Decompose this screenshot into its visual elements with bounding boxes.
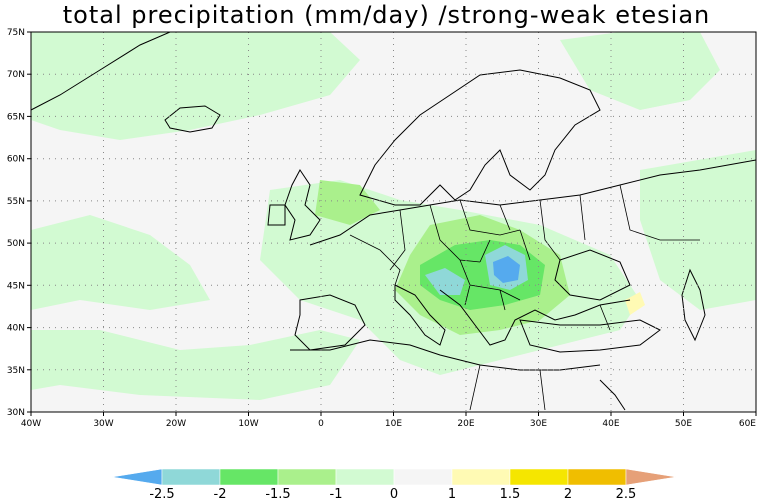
colorbar-label: 1.5 (500, 487, 521, 502)
colorbar-segment-1.5-2 (509, 468, 569, 486)
x-tick-label: 30W (93, 419, 113, 429)
region-light-green-north-east (560, 32, 720, 110)
british-isles-coast (267, 169, 321, 241)
map-title: total precipitation (mm/day) /strong-wea… (62, 1, 711, 29)
y-tick-label: 75N (7, 28, 25, 38)
country-borders (349, 184, 700, 411)
colorbar-segment-1.5-1 (277, 468, 337, 486)
x-tick-label: 50E (675, 419, 692, 429)
colorbar-label: -2 (214, 487, 227, 502)
region-light-green-atlantic-west (31, 215, 210, 310)
colorbar-label: 0 (390, 487, 398, 502)
colorbar-labels: -2.5 -2 -1.5 -1 0 1 1.5 2 2.5 (149, 487, 636, 502)
caspian-coast (681, 268, 706, 342)
colorbar-segment-1-0 (335, 468, 395, 486)
region-yellow-black-sea (625, 292, 645, 315)
x-tick-label: 40W (21, 419, 41, 429)
x-tick-label: 60E (739, 419, 756, 429)
region-light-green-atlantic-north (31, 32, 360, 140)
colorbar-label: -2.5 (149, 487, 174, 502)
y-tick-labels: 75N 70N 65N 60N 55N 50N 45N 40N 35N 30N (7, 28, 25, 418)
iceland-coast (164, 105, 221, 133)
anomaly-field (31, 32, 756, 400)
scandinavia-coast (359, 69, 601, 206)
region-blue-core (493, 256, 520, 283)
colorbar-segment-lt-2.5 (111, 468, 163, 486)
colorbar-label: -1 (330, 487, 343, 502)
colorbar-segment-2-2.5 (567, 468, 627, 486)
colorbar-segment-2.5-2 (161, 468, 221, 486)
x-tick-labels: 40W 30W 20W 10W 0 10E 20E 30E 40E 50E 60… (21, 419, 756, 429)
y-tick-label: 30N (7, 408, 25, 418)
red-sea-coast (599, 379, 626, 411)
x-tick-label: 20E (457, 419, 474, 429)
north-africa-coast (290, 339, 601, 371)
y-tick-label: 70N (7, 70, 25, 80)
colorbar-label: -1.5 (265, 487, 290, 502)
region-green-central-europe (315, 180, 380, 225)
colorbar (111, 468, 677, 486)
x-tick-label: 0 (318, 419, 324, 429)
y-tick-label: 50N (7, 239, 25, 249)
balkans-coast (439, 289, 631, 346)
greenland-coast (31, 32, 171, 111)
black-sea-coast (554, 249, 631, 301)
gridlines (31, 32, 756, 412)
coastlines (31, 32, 756, 411)
iberia-coast (294, 294, 366, 351)
y-tick-label: 55N (7, 197, 25, 207)
x-tick-label: 40E (602, 419, 619, 429)
colorbar-label: 2.5 (616, 487, 637, 502)
region-light-green-east (640, 150, 756, 310)
colorbar-label: 2 (564, 487, 572, 502)
y-tick-label: 60N (7, 155, 25, 165)
colorbar-segment-0-1 (393, 468, 453, 486)
x-tick-label: 10E (385, 419, 402, 429)
y-tick-label: 40N (7, 324, 25, 334)
colorbar-label: 1 (448, 487, 456, 502)
x-tick-label: 20W (166, 419, 186, 429)
italy-coast (394, 284, 446, 346)
x-tick-label: 30E (530, 419, 547, 429)
colorbar-segment-gt-2.5 (625, 468, 677, 486)
colorbar-segment-1-1.5 (451, 468, 511, 486)
colorbar-segment-2-1.5 (219, 468, 279, 486)
x-tick-label: 10W (238, 419, 258, 429)
y-tick-label: 45N (7, 281, 25, 291)
turkey-coast (519, 319, 661, 353)
region-cyan-core (425, 268, 465, 295)
y-tick-label: 65N (7, 112, 25, 122)
tick-marks (27, 31, 757, 416)
region-light-green-south (31, 330, 360, 400)
y-tick-label: 35N (7, 366, 25, 376)
